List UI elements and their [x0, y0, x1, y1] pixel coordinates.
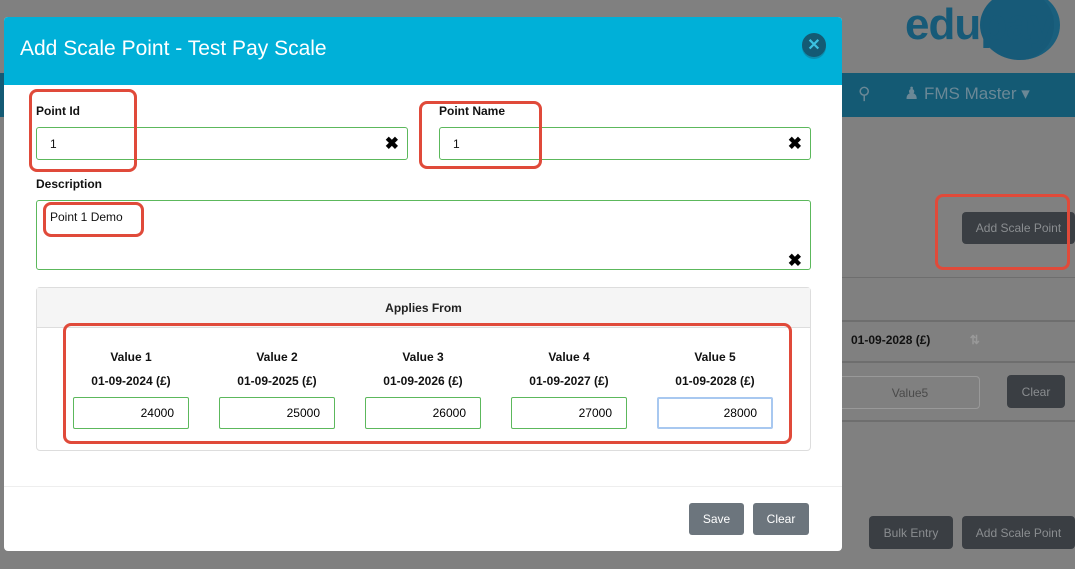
- close-icon[interactable]: ✕: [802, 33, 826, 57]
- column-header[interactable]: 01-09-2028 (£) ⇅: [851, 333, 980, 347]
- value1-input[interactable]: 24000: [73, 397, 189, 429]
- table-border: [842, 420, 1075, 422]
- value4-input[interactable]: 27000: [511, 397, 627, 429]
- value-column: Value 5 01-09-2028 (£) 28000: [657, 350, 773, 429]
- value-date: 01-09-2026 (£): [383, 374, 463, 388]
- value2-input[interactable]: 25000: [219, 397, 335, 429]
- clear-button-bg[interactable]: Clear: [1007, 375, 1065, 408]
- value-date: 01-09-2024 (£): [91, 374, 171, 388]
- point-name-input[interactable]: 1 ✖: [439, 127, 811, 160]
- value-date: 01-09-2027 (£): [529, 374, 609, 388]
- applies-from-heading: Applies From: [37, 288, 810, 328]
- save-button[interactable]: Save: [689, 503, 744, 535]
- modal-header: [4, 17, 842, 85]
- value5-input[interactable]: Value5: [820, 376, 980, 409]
- value-column: Value 3 01-09-2026 (£) 26000: [365, 350, 481, 429]
- add-scale-point-button-top[interactable]: Add Scale Point: [962, 212, 1075, 244]
- point-id-label: Point Id: [36, 104, 80, 118]
- point-id-value: 1: [50, 136, 57, 151]
- applies-from-panel: Applies From Value 1 01-09-2024 (£) 2400…: [36, 287, 811, 451]
- clear-icon[interactable]: ✖: [787, 251, 802, 270]
- description-value: Point 1 Demo: [50, 210, 123, 224]
- add-scale-point-button-bottom[interactable]: Add Scale Point: [962, 516, 1075, 549]
- point-name-value: 1: [453, 136, 460, 151]
- value-date: 01-09-2025 (£): [237, 374, 317, 388]
- value3-input[interactable]: 26000: [365, 397, 481, 429]
- value-label: Value 3: [402, 350, 444, 364]
- description-textarea[interactable]: Point 1 Demo ✖: [36, 200, 811, 270]
- user-menu[interactable]: ♟ FMS Master ▾: [904, 84, 1030, 104]
- bulk-entry-button[interactable]: Bulk Entry: [869, 516, 953, 549]
- user-name: FMS Master: [923, 84, 1017, 103]
- caret-down-icon: ▾: [1021, 84, 1030, 103]
- value-column: Value 1 01-09-2024 (£) 24000: [73, 350, 189, 429]
- modal-title: Add Scale Point - Test Pay Scale: [20, 37, 327, 60]
- value5-input[interactable]: 28000: [657, 397, 773, 429]
- clear-icon[interactable]: ✖: [787, 133, 802, 153]
- table-border: [842, 320, 1075, 322]
- table-border: [842, 277, 1075, 278]
- value-date: 01-09-2028 (£): [675, 374, 755, 388]
- value-label: Value 5: [694, 350, 736, 364]
- point-name-label: Point Name: [439, 104, 506, 118]
- value-column: Value 2 01-09-2025 (£) 25000: [219, 350, 335, 429]
- point-id-input[interactable]: 1 ✖: [36, 127, 408, 160]
- user-icon: ♟: [904, 84, 920, 103]
- clear-button[interactable]: Clear: [753, 503, 809, 535]
- value-label: Value 2: [256, 350, 298, 364]
- footer-divider: [4, 486, 842, 487]
- description-label: Description: [36, 177, 103, 191]
- search-icon[interactable]: ⚲: [858, 84, 871, 103]
- clear-icon[interactable]: ✖: [384, 133, 399, 153]
- value-label: Value 1: [110, 350, 152, 364]
- value-label: Value 4: [548, 350, 590, 364]
- sort-icon[interactable]: ⇅: [969, 333, 980, 347]
- table-border: [842, 361, 1075, 363]
- logo-graphic: [980, 0, 1060, 60]
- add-scale-point-modal: Add Scale Point - Test Pay Scale ✕ Point…: [4, 17, 842, 551]
- edupay-logo: edupay: [905, 0, 1054, 49]
- value-column: Value 4 01-09-2027 (£) 27000: [511, 350, 627, 429]
